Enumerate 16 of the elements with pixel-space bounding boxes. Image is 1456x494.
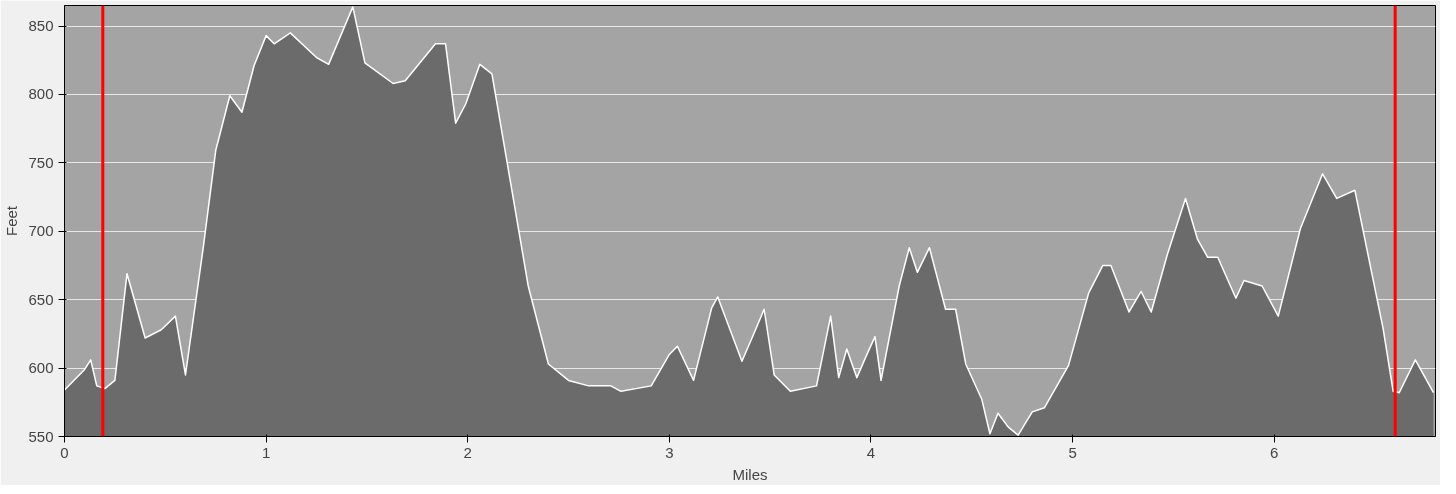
x-tick-label: 0 — [60, 443, 69, 461]
y-tick-label: 700 — [28, 222, 54, 240]
x-tick-label: 4 — [866, 443, 876, 461]
x-axis-title: Miles — [732, 465, 768, 483]
x-tick-label: 6 — [1270, 443, 1279, 461]
y-tick-label: 800 — [28, 85, 54, 103]
y-tick-label: 550 — [28, 427, 54, 445]
x-tick-label: 1 — [261, 443, 271, 461]
y-axis-title: Feet — [3, 205, 21, 237]
x-tick-label: 5 — [1068, 443, 1077, 461]
y-tick-label: 650 — [28, 290, 54, 308]
y-tick-label: 850 — [28, 17, 54, 35]
x-tick-label: 3 — [665, 443, 674, 461]
y-tick-label: 750 — [28, 153, 54, 171]
x-tick-label: 2 — [463, 443, 472, 461]
y-tick-label: 600 — [28, 359, 54, 377]
